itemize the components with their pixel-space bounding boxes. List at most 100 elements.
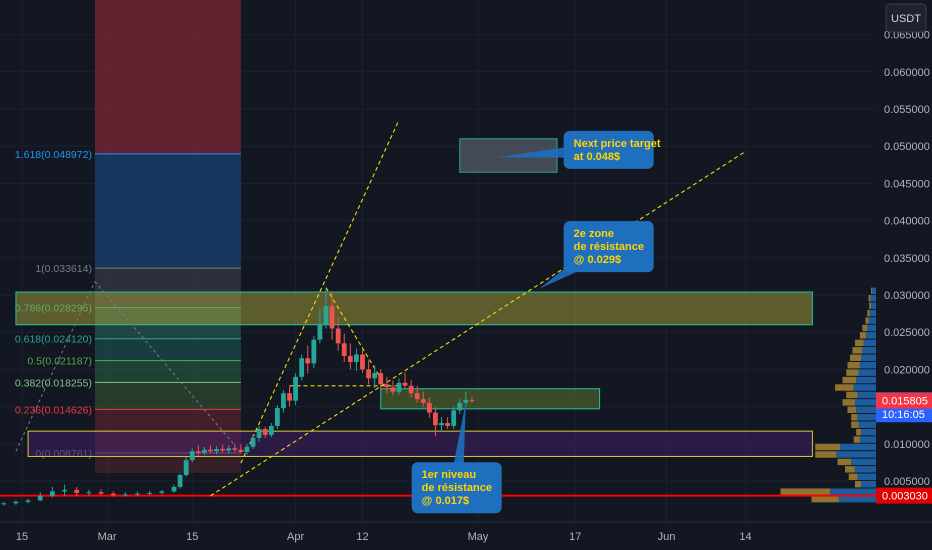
volume-bar-up [869, 309, 876, 317]
price-tick-label: 0.020000 [884, 364, 930, 376]
candle-body [372, 373, 378, 379]
candle-body [232, 448, 238, 450]
volume-bar-down [851, 421, 859, 428]
volume-bar-down [856, 428, 862, 436]
fib-band [94, 268, 241, 308]
price-tick-label: 0.055000 [884, 104, 930, 116]
callout-text: 1er niveau [422, 469, 476, 481]
fib-level-label: 1(0.033614) [35, 263, 92, 275]
callout-box[interactable] [563, 221, 654, 273]
price-label-text: 0.015805 [882, 396, 928, 408]
fib-band [94, 338, 241, 361]
price-label-box [876, 487, 932, 504]
candle-body [390, 387, 396, 392]
callout-text: de résistance [422, 482, 492, 494]
volume-bar-up [858, 369, 876, 376]
candle-body [360, 354, 365, 370]
volume-bar-up [862, 347, 876, 354]
volume-bar-down [842, 399, 855, 406]
trend-line[interactable] [210, 150, 746, 497]
price-tick-label: 0.035000 [884, 253, 930, 265]
fib-level-label: 0(0.008761) [35, 448, 92, 460]
volume-bar-up [830, 488, 876, 495]
candle-body [299, 358, 305, 377]
candle-body [293, 376, 298, 401]
candle-body [317, 324, 323, 340]
candle-body [378, 373, 384, 385]
fib-band [94, 307, 241, 339]
candle-body [244, 446, 250, 452]
zone-resistance-2[interactable] [15, 291, 813, 326]
callout-text: at 0.048$ [574, 151, 620, 163]
candle-body [189, 451, 195, 461]
candle-body [426, 402, 432, 413]
candle-body [195, 451, 201, 453]
callout-text: Next price target [574, 138, 661, 150]
time-tick-label: 14 [739, 531, 751, 543]
volume-bar-down [854, 339, 864, 347]
price-axis[interactable]: 0.065000 0.060000 0.055000 0.050000 0.045000… [876, 0, 932, 550]
price-tick-label: 0.060000 [884, 67, 930, 79]
callout-text: @ 0.029$ [574, 254, 621, 266]
volume-bar-up [858, 421, 876, 428]
candle-body [287, 393, 292, 401]
volume-bar-down [847, 406, 857, 414]
candle-body [62, 489, 67, 492]
time-axis[interactable]: 15 Mar 15 Apr 12 May 17 Jun 14 [0, 521, 932, 543]
volume-bar-up [856, 406, 876, 414]
candle-body [469, 399, 475, 401]
callout-box[interactable] [411, 462, 502, 514]
volume-bar-down [846, 391, 858, 399]
volume-bar-down [842, 376, 857, 384]
candle-body [177, 475, 183, 487]
time-tick-label: Mar [98, 531, 117, 543]
price-label-box [876, 392, 932, 409]
candle-body [220, 449, 226, 451]
fib-trend-line[interactable] [15, 281, 96, 452]
pattern-line[interactable] [325, 287, 382, 379]
volume-bar-up [866, 332, 876, 339]
fib-band [94, 382, 241, 410]
volume-bar-up [838, 495, 876, 503]
zone-support[interactable] [27, 430, 813, 457]
candle-body [256, 428, 262, 438]
fib-level-label: 1.618(0.048972) [15, 149, 92, 161]
volume-bar-up [840, 443, 876, 451]
callout-box[interactable] [563, 130, 654, 169]
callout-text: @ 0.017$ [422, 495, 469, 507]
candle-body [37, 495, 43, 501]
volume-bar-down [815, 451, 837, 458]
time-tick-label: May [468, 531, 489, 543]
candle-body [311, 339, 317, 364]
volume-bar-up [857, 473, 876, 480]
price-tick-label: 0.010000 [884, 439, 930, 451]
candle-body [414, 393, 420, 400]
volume-bar-up [863, 339, 876, 347]
time-tick-label: 12 [356, 531, 368, 543]
zone-resistance-1[interactable] [380, 388, 601, 410]
volume-bar-down [867, 309, 870, 317]
candle-body [135, 493, 140, 495]
volume-bar-down [854, 481, 862, 488]
candle-body [74, 489, 80, 493]
volume-bar-down [865, 317, 869, 324]
currency-badge[interactable] [885, 3, 927, 33]
volume-bar-down [780, 488, 831, 495]
volume-bar-down [852, 347, 863, 354]
candle-body [86, 492, 92, 494]
candle-body [396, 382, 402, 392]
candle-body [305, 358, 311, 364]
volume-bar-down [862, 324, 868, 332]
candle-body [329, 306, 335, 329]
volume-bar-up [859, 436, 876, 443]
volume-bar-up [854, 399, 876, 406]
candle-body [208, 449, 213, 452]
candle-body [457, 402, 463, 411]
volume-bar-down [846, 369, 859, 376]
fib-level-label: 0.382(0.018255) [15, 377, 92, 389]
candle-body [25, 500, 31, 502]
